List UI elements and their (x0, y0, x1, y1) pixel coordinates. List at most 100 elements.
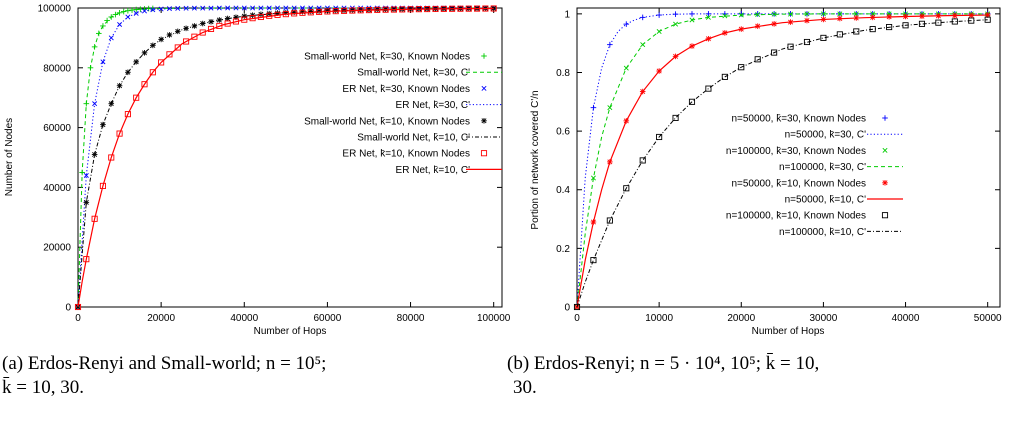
legend-entry-label: n=50000, k̄=10, Known Nodes (731, 178, 866, 189)
legend-entry-label: ER Net, k̄=10, Known Nodes (342, 149, 470, 160)
data-point (125, 14, 131, 20)
legend-entry-label: n=100000, k̄=30, Known Nodes (726, 146, 866, 157)
y-tick-label: 0.6 (556, 127, 570, 138)
data-point (590, 175, 596, 181)
left-chart: Number of Hops Number of Nodes 0 20000 400… (4, 4, 511, 338)
data-point (250, 5, 256, 11)
legend-entry-label: n=100000, k̄=10, C' (779, 227, 866, 238)
data-point (738, 64, 745, 71)
data-point (83, 172, 89, 178)
data-point (112, 11, 119, 18)
data-point (99, 182, 106, 189)
data-point (116, 130, 123, 137)
data-point (149, 69, 156, 76)
legend-entry-label: n=50000, k̄=30, Known Nodes (731, 114, 866, 125)
y-tick-label: 0 (564, 303, 570, 314)
y-tick-label: 1 (564, 9, 570, 20)
x-tick-label: 10000 (645, 313, 673, 324)
y-tick-label: 60000 (43, 123, 71, 134)
legend-entry-label: n=100000, k̄=30, C' (779, 162, 866, 173)
data-point (225, 5, 231, 11)
data-point (124, 111, 131, 118)
data-point (100, 121, 106, 128)
y-tick-label: 40000 (43, 183, 71, 194)
data-point (241, 5, 247, 11)
y-tick-label: 0 (65, 303, 71, 314)
right-y-axis-label: Portion of network covered C'/n (530, 90, 541, 229)
data-point (623, 21, 630, 27)
series-line (77, 7, 494, 308)
x-tick-label: 50000 (974, 313, 1002, 324)
data-point (606, 217, 613, 224)
data-point (787, 43, 794, 50)
data-point (199, 29, 206, 36)
legend-marker (882, 180, 888, 186)
legend-marker (882, 147, 888, 153)
data-point (573, 303, 581, 311)
data-point (208, 5, 214, 11)
data-point (191, 33, 198, 40)
y-tick-label: 0.2 (556, 244, 570, 255)
figure-canvas: Number of Hops Number of Nodes 0 20000 400… (4, 4, 1002, 338)
data-point (108, 154, 115, 161)
data-point (721, 73, 728, 80)
data-point (672, 114, 679, 121)
legend-entry-label: n=50000, k̄=30, C' (785, 130, 867, 141)
legend-marker (881, 212, 889, 219)
legend-entry-label: ER Net, k̄=10, C' (396, 165, 471, 176)
data-point (853, 28, 860, 35)
x-tick-label: 20000 (727, 313, 755, 324)
data-point (607, 105, 613, 111)
legend-marker (481, 85, 487, 91)
data-point (705, 85, 712, 92)
left-x-axis-label: Number of Hops (254, 326, 327, 337)
data-point (116, 9, 123, 16)
data-point (688, 98, 696, 105)
left-y-axis-label: Number of Nodes (4, 118, 15, 196)
x-tick-label: 30000 (810, 313, 838, 324)
data-point (133, 94, 140, 101)
data-point (722, 13, 728, 19)
right-x-axis-label: Number of Hops (752, 326, 825, 337)
data-point (299, 5, 305, 11)
data-point (183, 5, 189, 11)
data-point (853, 11, 859, 17)
data-point (804, 11, 810, 17)
legend-entry-label: Small-world Net, k̄=30, C' (357, 68, 470, 79)
data-point (104, 17, 110, 24)
caption-b-line2: 30. (513, 377, 537, 398)
series-line (576, 19, 988, 308)
caption-b-line1: (b) Erdos-Renyi; n = 5 · 10⁴, 10⁵; k̄ = … (507, 353, 820, 374)
y-tick-label: 0.4 (556, 185, 570, 196)
data-point (150, 7, 156, 13)
data-point (266, 10, 273, 17)
data-point (283, 5, 289, 11)
x-tick-label: 0 (75, 313, 81, 324)
legend-entry-label: Small-world Net, k̄=10, Known Nodes (304, 116, 470, 127)
data-point (820, 11, 826, 17)
legend-marker (882, 115, 888, 121)
data-point (158, 59, 165, 66)
data-point (771, 11, 777, 17)
legend-marker (480, 150, 488, 157)
series-line (576, 14, 988, 308)
caption-a-line2: k̄ = 10, 30. (2, 377, 84, 398)
x-tick-label: 40000 (892, 313, 920, 324)
data-point (166, 51, 173, 58)
legend-entry-label: ER Net, k̄=30, Known Nodes (342, 84, 470, 95)
legend-entry-label: n=100000, k̄=10, Known Nodes (726, 211, 866, 222)
data-point (133, 10, 139, 16)
data-point (100, 59, 106, 65)
data-point (656, 133, 663, 141)
data-point (886, 24, 893, 31)
right-plot-frame (576, 7, 1001, 308)
data-point (771, 49, 778, 56)
legend-marker (481, 53, 487, 59)
data-point (258, 5, 264, 11)
series-line (77, 7, 494, 308)
data-point (623, 185, 630, 192)
data-point (191, 5, 197, 11)
data-point (673, 21, 679, 27)
right-chart: Number of Hops Portion of network covere… (530, 7, 1002, 337)
left-plot-frame (77, 7, 503, 308)
